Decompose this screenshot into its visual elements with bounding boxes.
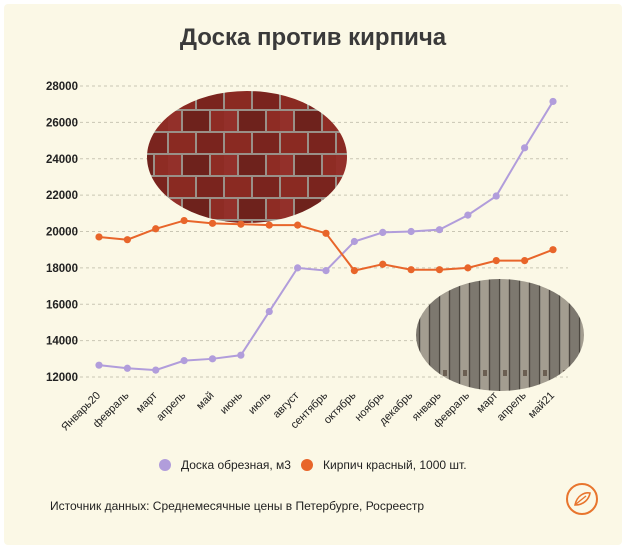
data-point-0 xyxy=(435,226,444,234)
data-point-1 xyxy=(464,264,472,272)
legend-swatch-brick xyxy=(301,459,313,471)
data-point-0 xyxy=(95,361,103,369)
chart-card xyxy=(4,4,622,545)
data-point-1 xyxy=(379,260,387,268)
y-tick-label: 26000 xyxy=(46,117,78,129)
x-tick-label: июль xyxy=(246,389,273,416)
source-note: Источник данных: Среднемесячные цены в П… xyxy=(50,499,425,513)
data-point-0 xyxy=(492,192,500,200)
data-point-1 xyxy=(180,216,188,225)
data-point-0 xyxy=(294,264,302,272)
data-point-0 xyxy=(464,211,472,219)
data-point-0 xyxy=(180,357,188,365)
series-line-1 xyxy=(98,219,554,272)
legend: Доска обрезная, м3 Кирпич красный, 1000 … xyxy=(0,458,626,478)
data-point-1 xyxy=(549,246,557,254)
y-tick-label: 12000 xyxy=(46,372,78,384)
legend-item-brick: Кирпич красный, 1000 шт. xyxy=(301,458,467,472)
data-point-1 xyxy=(350,267,358,275)
x-tick-label: март xyxy=(134,390,160,416)
data-point-1 xyxy=(95,233,103,241)
data-point-1 xyxy=(294,221,302,229)
data-point-0 xyxy=(152,366,160,374)
data-point-0 xyxy=(521,144,529,152)
data-point-0 xyxy=(350,237,358,246)
data-point-0 xyxy=(379,228,387,237)
x-tick-label: июнь xyxy=(218,389,245,416)
chart-title: Доска против кирпича xyxy=(179,24,447,51)
x-tick-label: апрель xyxy=(495,389,529,423)
data-point-0 xyxy=(265,307,273,316)
y-tick-label: 20000 xyxy=(46,227,78,239)
y-tick-label: 16000 xyxy=(46,299,78,311)
data-point-1 xyxy=(123,236,131,244)
data-point-1 xyxy=(435,266,444,274)
data-point-0 xyxy=(407,227,415,236)
legend-label-brick: Кирпич красный, 1000 шт. xyxy=(323,458,467,472)
wood-photo xyxy=(416,279,584,391)
y-tick-label: 18000 xyxy=(46,263,78,275)
x-tick-label: май xyxy=(194,390,217,413)
y-axis-ticks: 12000 14000 16000 18000 20000 22000 24000 26000… xyxy=(46,81,78,384)
data-point-0 xyxy=(237,351,245,359)
x-tick-label: март xyxy=(474,390,500,416)
data-point-1 xyxy=(521,257,529,265)
y-tick-label: 22000 xyxy=(46,190,78,202)
legend-item-board: Доска обрезная, м3 xyxy=(159,458,291,472)
data-point-0 xyxy=(549,97,557,106)
y-tick-label: 24000 xyxy=(46,154,78,166)
data-point-1 xyxy=(237,220,245,228)
data-point-1 xyxy=(208,219,217,227)
data-point-0 xyxy=(123,364,131,372)
data-point-0 xyxy=(322,267,330,275)
x-tick-label: октябрь xyxy=(322,389,359,426)
legend-label-board: Доска обрезная, м3 xyxy=(181,458,291,472)
data-point-1 xyxy=(407,266,415,274)
data-point-1 xyxy=(265,221,273,229)
brick-photo xyxy=(147,91,347,223)
data-point-1 xyxy=(152,225,160,233)
data-point-1 xyxy=(322,229,330,237)
data-point-1 xyxy=(492,257,500,265)
leaf-logo-icon xyxy=(566,483,598,515)
series-points xyxy=(95,97,557,374)
y-tick-label: 14000 xyxy=(46,336,78,348)
y-tick-label: 28000 xyxy=(46,81,78,93)
x-tick-label: апрель xyxy=(154,389,188,423)
data-point-0 xyxy=(208,355,217,363)
legend-swatch-board xyxy=(159,459,171,471)
x-tick-label: май21 xyxy=(526,390,557,421)
